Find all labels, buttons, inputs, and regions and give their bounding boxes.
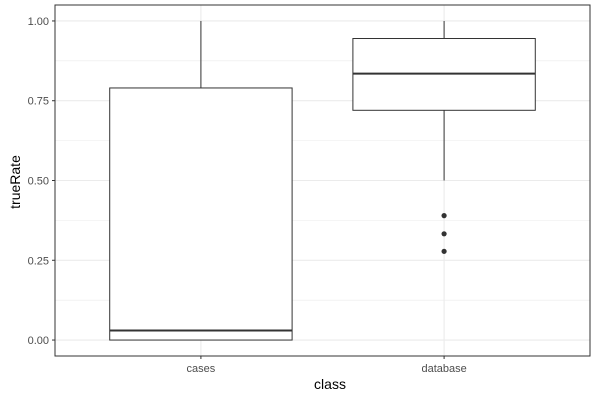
x-axis-title: class: [314, 376, 346, 392]
box-database: [352, 20, 536, 254]
x-tick-label-database: database: [421, 363, 466, 375]
box-layer: [109, 20, 536, 341]
y-tick-label: 0.75: [28, 96, 49, 108]
y-axis-ticks: 0.00 0.25 0.50 0.75 1.00: [28, 16, 55, 347]
y-tick-label: 0.50: [28, 176, 49, 188]
outlier-point: [441, 231, 447, 237]
y-tick-label: 0.25: [28, 255, 49, 267]
outlier-point: [441, 248, 447, 254]
x-tick-label-cases: cases: [187, 363, 216, 375]
outlier-point: [441, 213, 447, 219]
y-tick-label: 0.00: [28, 335, 49, 347]
y-tick-label: 1.00: [28, 16, 49, 28]
x-axis-ticks: cases database: [187, 356, 467, 375]
iqr-box: [109, 87, 293, 341]
y-axis-title: trueRate: [7, 155, 23, 209]
box-cases: [109, 20, 293, 341]
